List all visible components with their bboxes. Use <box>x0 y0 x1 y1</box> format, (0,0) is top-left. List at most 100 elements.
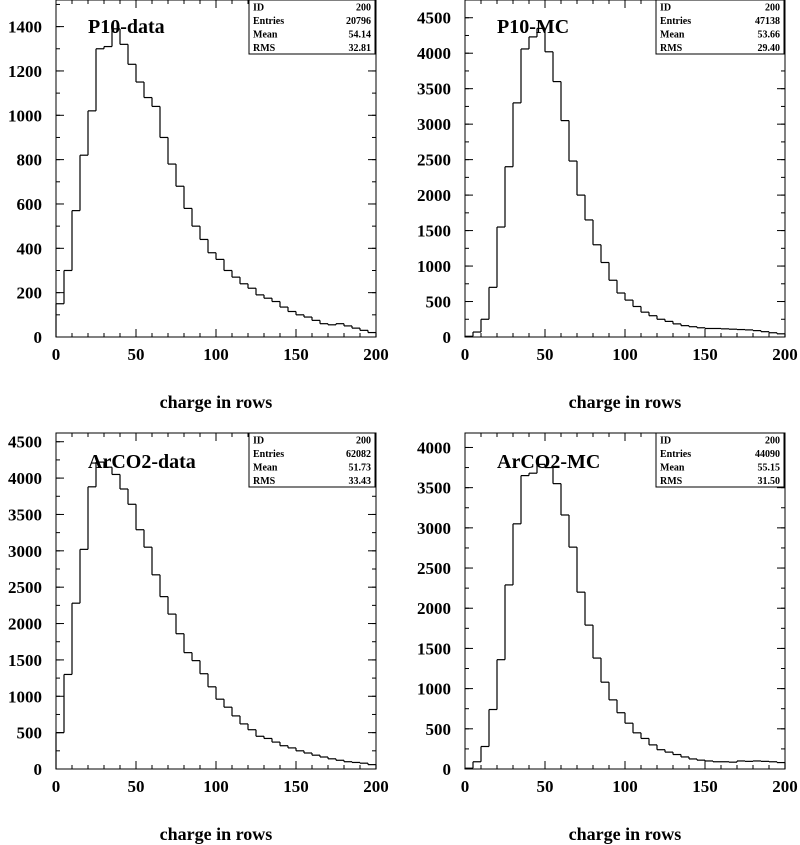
x-tick-label: 100 <box>203 777 229 796</box>
y-tick-label: 2500 <box>417 559 451 578</box>
stats-label: RMS <box>253 476 276 487</box>
histogram-panel-4: 0 500 1000 1500 2000 2500 3000 3500 4000 0 50 100 15… <box>417 432 798 844</box>
y-tick-label: 0 <box>34 328 43 347</box>
x-tick-label: 50 <box>128 777 145 796</box>
y-tick-label: 500 <box>17 724 43 743</box>
y-tick-label: 2000 <box>417 186 451 205</box>
stats-label: Mean <box>253 463 278 474</box>
y-tick-label: 3000 <box>417 115 451 134</box>
y-tick-label: 2000 <box>8 615 42 634</box>
x-tick-label: 100 <box>203 345 229 364</box>
y-tick-label: 0 <box>34 760 43 779</box>
stats-value: 200 <box>765 3 780 14</box>
stats-value: 47138 <box>755 16 780 27</box>
x-tick-label: 50 <box>537 345 554 364</box>
stats-value: 62082 <box>346 449 371 460</box>
stats-box <box>655 0 785 55</box>
stats-label: ID <box>253 3 264 14</box>
x-tick-label: 200 <box>772 345 798 364</box>
stats-value: 200 <box>356 436 371 447</box>
stats-value: 31.50 <box>758 476 781 487</box>
y-tick-label: 3000 <box>417 519 451 538</box>
y-tick-label: 4000 <box>417 44 451 63</box>
y-tick-label: 0 <box>443 760 452 779</box>
y-tick-label: 400 <box>17 239 43 258</box>
stats-value: 32.81 <box>349 43 372 54</box>
y-tick-label: 3000 <box>8 542 42 561</box>
x-tick-label: 0 <box>52 345 61 364</box>
stats-label: Mean <box>660 463 685 474</box>
histogram-panel-2: 0 500 1000 1500 2000 2500 3000 3500 4000 4500 0 50 1… <box>417 0 798 412</box>
stats-value: 20796 <box>346 16 371 27</box>
x-tick-label: 100 <box>612 777 638 796</box>
histogram-panel-1: 0 200 400 600 800 1000 1200 1400 0 50 100 150 200 P10… <box>8 0 389 412</box>
stats-box <box>248 0 376 55</box>
x-axis-label: charge in rows <box>160 824 273 844</box>
stats-label: Entries <box>660 16 691 27</box>
stats-label: Mean <box>660 30 685 41</box>
stats-label: Entries <box>253 16 284 27</box>
y-tick-label: 4500 <box>8 433 42 452</box>
y-tick-label: 1200 <box>8 62 42 81</box>
x-tick-label: 50 <box>128 345 145 364</box>
stats-label: Entries <box>660 449 691 460</box>
stats-label: ID <box>253 436 264 447</box>
y-tick-label: 1000 <box>8 687 42 706</box>
y-tick-label: 3500 <box>417 479 451 498</box>
stats-label: ID <box>660 3 671 14</box>
stats-label: RMS <box>253 43 276 54</box>
y-tick-label: 1500 <box>8 651 42 670</box>
y-tick-label: 800 <box>17 151 43 170</box>
stats-value: 29.40 <box>758 43 781 54</box>
y-tick-label: 1000 <box>417 257 451 276</box>
stats-value: 54.14 <box>349 30 372 41</box>
y-tick-label: 600 <box>17 195 43 214</box>
plot-title: ArCO2-data <box>88 451 196 473</box>
y-tick-label: 1000 <box>8 106 42 125</box>
x-tick-label: 150 <box>283 777 309 796</box>
x-tick-label: 50 <box>537 777 554 796</box>
y-tick-label: 3500 <box>8 505 42 524</box>
stats-label: RMS <box>660 476 683 487</box>
y-tick-label: 4000 <box>417 438 451 457</box>
y-tick-label: 500 <box>426 293 452 312</box>
y-tick-label: 2000 <box>417 599 451 618</box>
stats-label: Entries <box>253 449 284 460</box>
stats-value: 200 <box>765 436 780 447</box>
plot-title: P10-data <box>88 16 165 38</box>
histogram-panel-3: 0 500 1000 1500 2000 2500 3000 3500 4000 4500 0 50 1… <box>8 432 389 844</box>
x-tick-label: 150 <box>692 345 718 364</box>
y-tick-label: 4500 <box>417 9 451 28</box>
plot-title: P10-MC <box>497 16 569 38</box>
x-tick-label: 200 <box>772 777 798 796</box>
stats-value: 53.66 <box>758 30 781 41</box>
stats-label: Mean <box>253 30 278 41</box>
x-axis-label: charge in rows <box>569 824 682 844</box>
y-tick-label: 500 <box>426 720 452 739</box>
x-tick-label: 0 <box>461 345 470 364</box>
y-tick-label: 1500 <box>417 222 451 241</box>
x-tick-label: 150 <box>283 345 309 364</box>
y-tick-label: 1000 <box>417 680 451 699</box>
x-tick-label: 200 <box>363 345 389 364</box>
y-tick-label: 4000 <box>8 469 42 488</box>
y-tick-label: 1400 <box>8 18 42 37</box>
x-tick-label: 0 <box>52 777 61 796</box>
stats-value: 55.15 <box>758 463 781 474</box>
y-tick-label: 3500 <box>417 80 451 99</box>
x-axis-label: charge in rows <box>569 392 682 412</box>
x-axis-label: charge in rows <box>160 392 273 412</box>
y-tick-label: 200 <box>17 284 43 303</box>
stats-value: 33.43 <box>349 476 372 487</box>
y-tick-label: 0 <box>443 328 452 347</box>
stats-label: ID <box>660 436 671 447</box>
stats-value: 51.73 <box>349 463 372 474</box>
stats-box <box>655 432 785 488</box>
stats-value: 200 <box>356 3 371 14</box>
y-tick-label: 2500 <box>417 151 451 170</box>
x-tick-label: 200 <box>363 777 389 796</box>
stats-value: 44090 <box>755 449 780 460</box>
x-tick-label: 0 <box>461 777 470 796</box>
plot-title: ArCO2-MC <box>497 451 600 473</box>
y-tick-label: 1500 <box>417 639 451 658</box>
